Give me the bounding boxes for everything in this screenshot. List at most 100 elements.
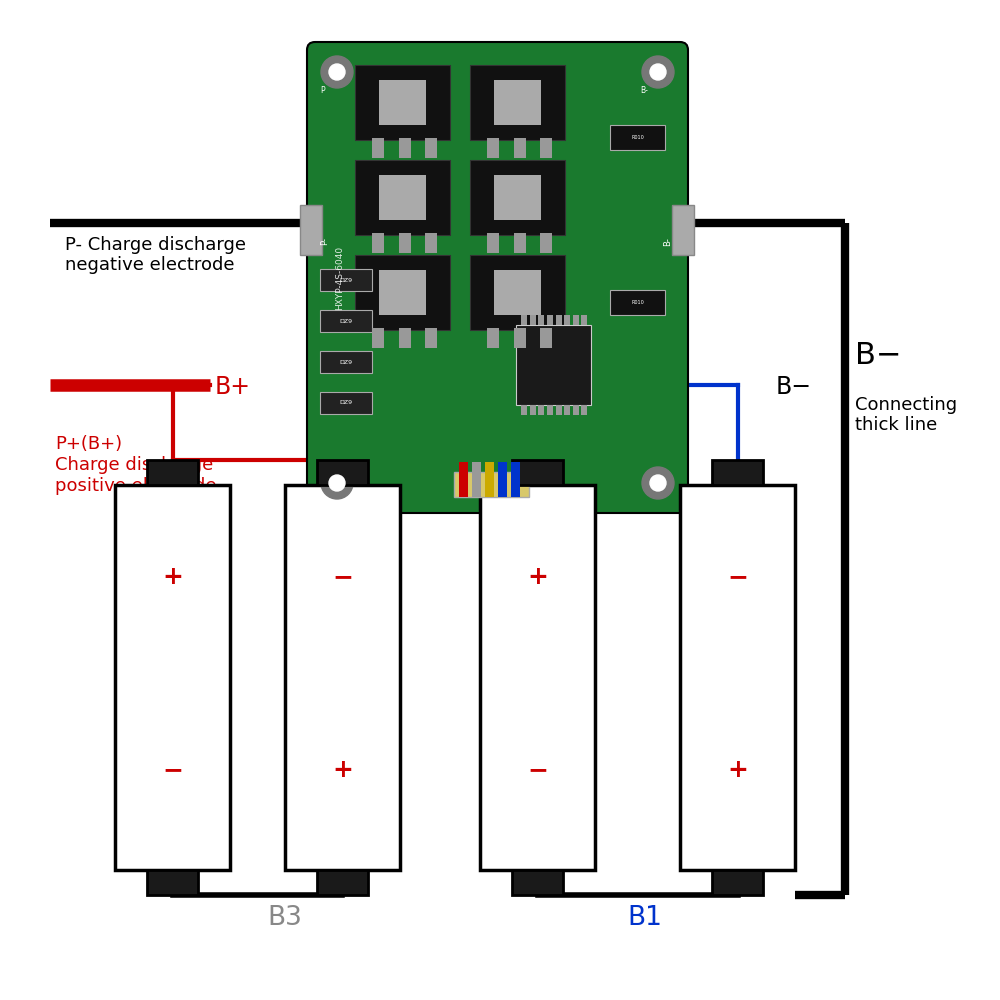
Text: +: +	[162, 565, 183, 589]
Bar	[498, 462, 507, 497]
Bar	[530, 405, 536, 415]
Text: DZ9: DZ9	[339, 278, 353, 283]
Bar	[425, 328, 437, 348]
Bar	[487, 328, 499, 348]
Bar	[573, 315, 579, 325]
Circle shape	[329, 64, 345, 80]
Circle shape	[329, 475, 345, 491]
Circle shape	[321, 467, 353, 499]
Text: P: P	[320, 86, 325, 95]
Bar	[538, 315, 544, 325]
Text: B1: B1	[628, 905, 662, 931]
Bar	[379, 80, 426, 125]
Text: R010: R010	[631, 300, 644, 305]
Bar	[672, 205, 694, 255]
Bar	[355, 255, 450, 330]
Bar	[521, 315, 527, 325]
Bar	[320, 269, 372, 291]
Text: DZ9: DZ9	[339, 400, 353, 406]
Text: −: −	[332, 565, 353, 589]
Text: HXYP-4S-6040: HXYP-4S-6040	[336, 245, 344, 310]
Bar	[487, 138, 499, 158]
Text: P-: P-	[320, 237, 330, 245]
Bar	[514, 328, 526, 348]
Bar	[680, 485, 795, 870]
Bar	[530, 315, 536, 325]
Text: DZ9: DZ9	[339, 360, 353, 365]
Bar	[511, 462, 520, 497]
Bar	[712, 460, 763, 485]
Bar	[355, 65, 450, 140]
Bar	[512, 460, 563, 485]
Text: +: +	[332, 758, 353, 782]
Text: B2: B2	[496, 375, 527, 399]
Text: DZ9: DZ9	[339, 319, 353, 324]
Text: P+(B+)
Charge discharge
positive electrode: P+(B+) Charge discharge positive electro…	[55, 435, 216, 495]
FancyBboxPatch shape	[307, 42, 688, 513]
Bar	[487, 233, 499, 253]
Bar	[581, 315, 587, 325]
Circle shape	[650, 475, 666, 491]
Bar	[320, 392, 372, 414]
Bar	[285, 485, 400, 870]
Bar	[425, 233, 437, 253]
Bar	[372, 233, 384, 253]
Bar	[485, 462, 494, 497]
Bar	[564, 405, 570, 415]
Bar	[459, 462, 468, 497]
Bar	[556, 405, 562, 415]
Bar	[399, 328, 411, 348]
Bar	[573, 405, 579, 415]
Bar	[512, 870, 563, 895]
Bar	[564, 315, 570, 325]
Text: +: +	[727, 758, 748, 782]
Bar	[521, 405, 527, 415]
Bar	[540, 328, 552, 348]
Text: −: −	[527, 758, 548, 782]
Text: −: −	[162, 758, 183, 782]
Bar	[355, 160, 450, 235]
Bar	[300, 205, 322, 255]
Text: B-: B-	[663, 237, 672, 246]
Bar	[320, 351, 372, 373]
Circle shape	[642, 467, 674, 499]
Bar	[470, 65, 565, 140]
Bar	[610, 290, 665, 315]
Text: P- Charge discharge
negative electrode: P- Charge discharge negative electrode	[65, 236, 246, 274]
Bar	[372, 328, 384, 348]
Bar	[514, 233, 526, 253]
Bar	[147, 870, 198, 895]
Circle shape	[650, 64, 666, 80]
Text: B3: B3	[268, 905, 302, 931]
Bar	[320, 310, 372, 332]
Bar	[317, 460, 368, 485]
Bar	[470, 160, 565, 235]
Bar	[538, 405, 544, 415]
Text: B−: B−	[855, 340, 901, 369]
Bar	[472, 462, 481, 497]
Bar	[516, 325, 591, 405]
Bar	[547, 315, 553, 325]
Bar	[115, 485, 230, 870]
Text: Connecting
thick line: Connecting thick line	[855, 396, 957, 434]
Bar	[610, 125, 665, 150]
Text: R010: R010	[631, 135, 644, 140]
Circle shape	[321, 56, 353, 88]
Bar	[494, 80, 541, 125]
Bar	[712, 870, 763, 895]
Bar	[540, 138, 552, 158]
Text: B−: B−	[776, 375, 812, 399]
Bar	[372, 138, 384, 158]
Bar	[379, 175, 426, 220]
Bar	[494, 175, 541, 220]
Bar	[540, 233, 552, 253]
Text: B-: B-	[640, 86, 648, 95]
Bar	[425, 138, 437, 158]
Bar	[556, 315, 562, 325]
Bar	[480, 485, 595, 870]
Text: +: +	[527, 565, 548, 589]
Bar	[581, 405, 587, 415]
Bar	[547, 405, 553, 415]
Bar	[514, 138, 526, 158]
Text: B+: B+	[215, 375, 251, 399]
